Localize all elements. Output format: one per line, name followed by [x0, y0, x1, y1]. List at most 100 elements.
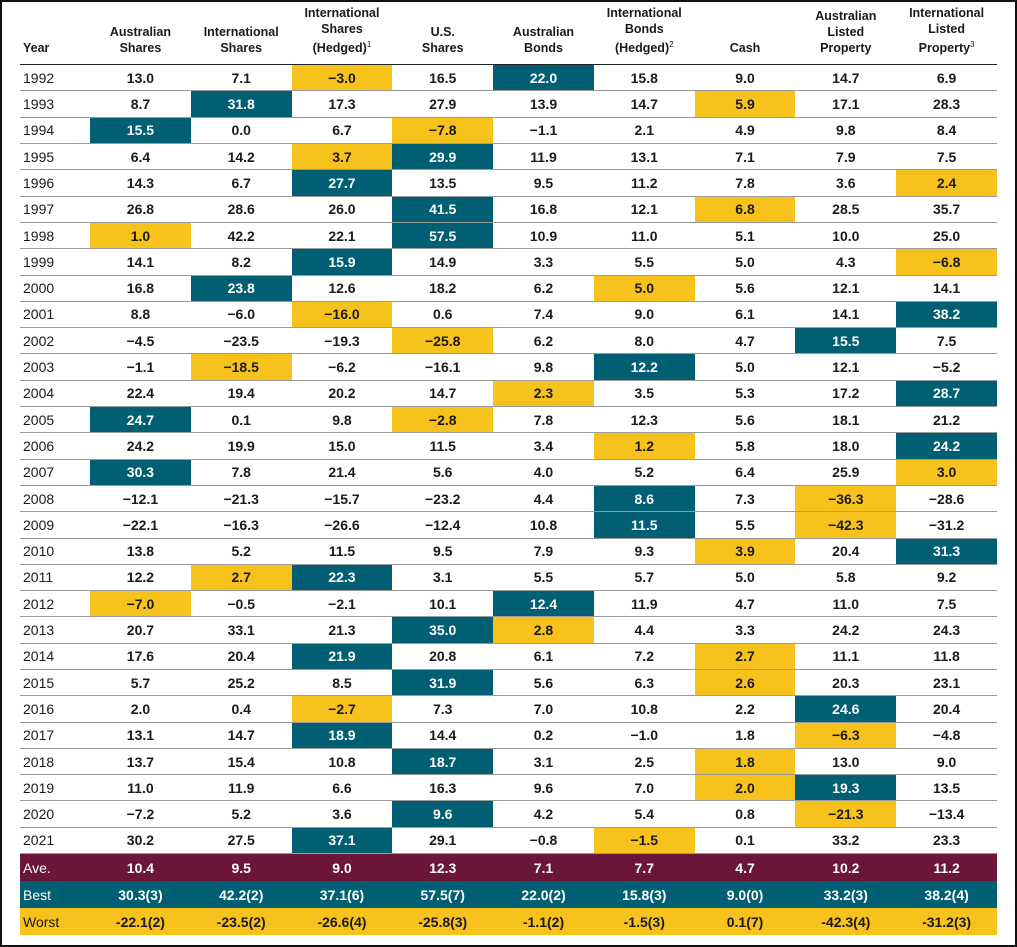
best-row: Best 30.3(3) 42.2(2) 37.1(6) 57.5(7) 22.0(2)… [20, 881, 997, 909]
return-cell: 21.3 [291, 616, 393, 644]
best-return-cell: 18.9 [291, 722, 393, 749]
return-cell: 6.2 [493, 275, 594, 302]
table-row: 2008 −12.1 −21.3 −15.7 −23.2 4.4 8.6 7.3 −36.3 −2… [20, 485, 997, 513]
return-cell: 3.3 [694, 616, 796, 644]
return-cell: 5.5 [694, 511, 796, 539]
worst-return-cell: 2.0 [694, 774, 796, 802]
return-cell: 5.0 [694, 564, 796, 592]
return-cell: 20.4 [795, 538, 897, 565]
return-cell: 14.2 [190, 143, 292, 171]
best-return-cell: 15.9 [291, 248, 393, 276]
return-cell: 9.2 [896, 564, 997, 592]
return-cell: −12.1 [90, 485, 191, 513]
best-return-cell: 35.0 [392, 616, 494, 644]
return-cell: 4.7 [694, 590, 796, 618]
table-row: 2010 13.8 5.2 11.5 9.5 7.9 9.3 3.9 20.4 31.3 [20, 538, 997, 565]
return-cell: 9.5 [392, 538, 494, 565]
return-cell: 28.6 [190, 196, 292, 223]
return-cell: 9.5 [493, 169, 594, 197]
return-cell: 6.6 [291, 774, 393, 802]
return-cell: 20.4 [896, 695, 997, 723]
return-cell: 16.5 [392, 64, 494, 92]
footnote-marker: 1 [366, 40, 372, 49]
column-header: International Bonds (Hedged)2 [593, 5, 695, 66]
best-value-cell: 15.8(3) [593, 881, 695, 909]
return-cell: 9.8 [291, 406, 393, 434]
return-cell: 17.1 [795, 90, 897, 118]
return-cell: 12.6 [291, 275, 393, 302]
worst-value-cell: -1.5(3) [593, 908, 695, 936]
best-value-cell: 38.2(4) [896, 881, 997, 909]
worst-return-cell: −7.8 [392, 117, 494, 145]
return-cell: 1.8 [694, 722, 796, 749]
return-cell: 0.4 [190, 695, 292, 723]
return-cell: 6.4 [694, 459, 796, 486]
return-cell: 21.2 [896, 406, 997, 434]
table-row: 1996 14.3 6.7 27.7 13.5 9.5 11.2 7.8 3.6 2.4 [20, 169, 997, 197]
best-value-cell: 42.2(2) [190, 881, 292, 909]
return-cell: 24.2 [795, 616, 897, 644]
best-return-cell: 24.2 [896, 432, 997, 460]
average-value-cell: 4.7 [694, 853, 796, 882]
return-cell: 4.7 [694, 327, 796, 355]
return-cell: 14.1 [90, 248, 191, 276]
return-cell: 7.8 [190, 459, 292, 486]
return-cell: 5.0 [694, 353, 796, 381]
return-cell: 11.9 [190, 774, 292, 802]
return-cell: 29.1 [392, 827, 494, 855]
return-cell: 2.0 [90, 695, 191, 723]
year-cell: 1995 [20, 143, 91, 171]
column-header: International Shares (Hedged)1 [291, 5, 393, 66]
worst-value-cell: -26.6(4) [291, 908, 393, 936]
return-cell: 0.2 [493, 722, 594, 749]
best-label: Best [20, 881, 91, 909]
return-cell: 6.7 [190, 169, 292, 197]
worst-return-cell: 3.0 [896, 459, 997, 486]
return-cell: 20.8 [392, 643, 494, 670]
column-header: International Shares [190, 5, 292, 66]
return-cell: 3.1 [392, 564, 494, 592]
return-cell: 5.2 [593, 459, 695, 486]
return-cell: 7.8 [694, 169, 796, 197]
return-cell: 19.4 [190, 380, 292, 408]
table-row: 1997 26.8 28.6 26.0 41.5 16.8 12.1 6.8 28.5 35.7 [20, 196, 997, 223]
return-cell: 6.2 [493, 327, 594, 355]
return-cell: 26.0 [291, 196, 393, 223]
return-cell: 25.9 [795, 459, 897, 486]
return-cell: 20.7 [90, 616, 191, 644]
return-cell: 8.2 [190, 248, 292, 276]
return-cell: 10.9 [493, 222, 594, 250]
best-return-cell: 30.3 [90, 459, 191, 486]
return-cell: 22.4 [90, 380, 191, 408]
annual-returns-table: Year Australian Shares International Shares… [20, 5, 997, 936]
return-cell: 16.8 [493, 196, 594, 223]
best-return-cell: 24.7 [90, 406, 191, 434]
return-cell: 16.8 [90, 275, 191, 302]
return-cell: −2.1 [291, 590, 393, 618]
worst-return-cell: −25.8 [392, 327, 494, 355]
return-cell: 11.0 [90, 774, 191, 802]
best-value-cell: 9.0(0) [694, 881, 796, 909]
footnote-marker: 3 [970, 40, 975, 49]
return-cell: 26.8 [90, 196, 191, 223]
return-cell: 3.4 [493, 432, 594, 460]
return-cell: 17.6 [90, 643, 191, 670]
average-value-cell: 11.2 [896, 853, 997, 882]
year-cell: 2012 [20, 590, 91, 618]
best-return-cell: 8.6 [593, 485, 695, 513]
return-cell: 13.7 [90, 748, 191, 776]
return-cell: 10.1 [392, 590, 494, 618]
year-header: Year [20, 5, 91, 66]
return-cell: 23.3 [896, 827, 997, 855]
return-cell: −22.1 [90, 511, 191, 539]
return-cell: 5.4 [593, 800, 695, 828]
column-header: Australian Bonds [493, 5, 594, 66]
worst-return-cell: 2.7 [694, 643, 796, 670]
average-value-cell: 7.1 [493, 853, 594, 882]
return-cell: 4.4 [493, 485, 594, 513]
table-row: 2009 −22.1 −16.3 −26.6 −12.4 10.8 11.5 5.5 −42.3… [20, 511, 997, 539]
average-value-cell: 9.5 [190, 853, 292, 882]
return-cell: 12.1 [795, 275, 897, 302]
worst-return-cell: 3.7 [291, 143, 393, 171]
